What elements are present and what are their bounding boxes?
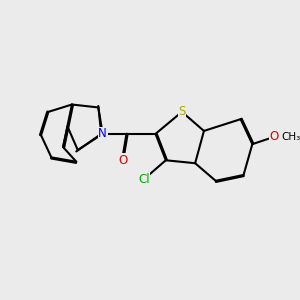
Text: Cl: Cl: [138, 173, 150, 186]
Text: O: O: [118, 154, 128, 167]
Text: N: N: [98, 128, 107, 140]
Text: CH₃: CH₃: [281, 132, 300, 142]
Text: O: O: [270, 130, 279, 143]
Text: S: S: [178, 105, 186, 119]
